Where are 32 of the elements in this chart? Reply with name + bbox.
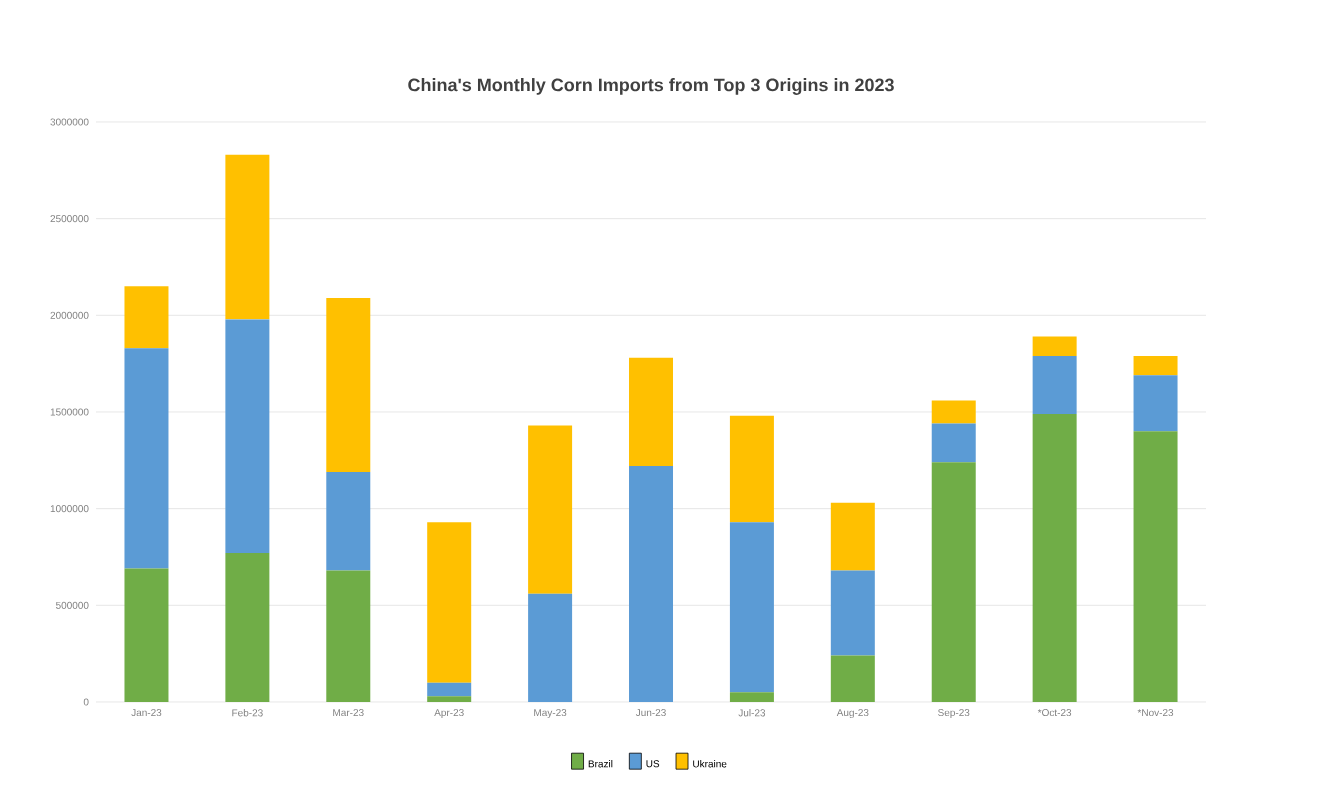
bar	[1133, 431, 1178, 702]
bar	[326, 471, 371, 571]
bar	[931, 423, 976, 463]
bar	[427, 696, 472, 702]
bar	[326, 570, 371, 702]
bar	[729, 522, 774, 693]
bar	[326, 297, 371, 472]
bar	[124, 568, 169, 702]
bar	[1032, 413, 1077, 702]
bar	[931, 462, 976, 702]
bar	[427, 682, 472, 697]
bar	[629, 466, 674, 702]
bar	[225, 553, 270, 702]
bar	[1133, 375, 1178, 432]
bar	[124, 286, 169, 349]
chart-title: China's Monthly Corn Imports from Top 3 Origins in 2023	[408, 78, 894, 95]
bar	[1032, 336, 1077, 356]
bar	[225, 319, 270, 554]
bar	[1133, 355, 1178, 376]
bar	[528, 593, 573, 702]
bar	[830, 570, 875, 656]
bar	[528, 425, 573, 594]
bar	[729, 692, 774, 702]
bar	[830, 655, 875, 702]
bar	[729, 415, 774, 523]
bar	[931, 400, 976, 424]
bar	[830, 502, 875, 571]
bar	[427, 522, 472, 683]
bar	[629, 357, 674, 467]
bar	[124, 348, 169, 569]
bar	[1032, 355, 1077, 414]
bar	[225, 154, 270, 320]
